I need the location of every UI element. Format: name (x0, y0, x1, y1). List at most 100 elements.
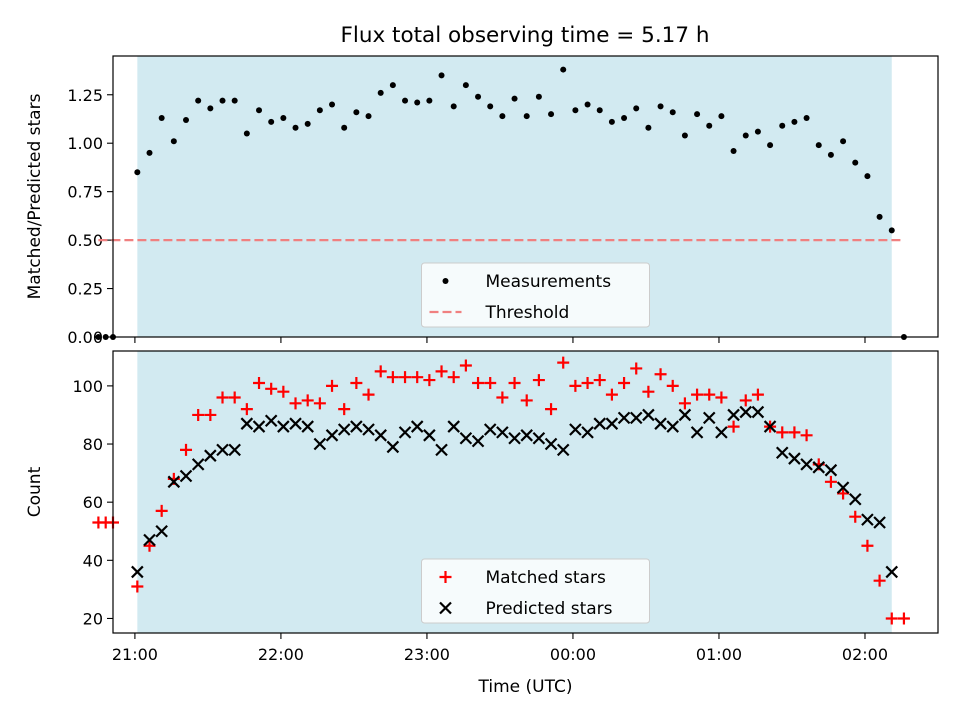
legend-label: Predicted stars (486, 599, 613, 619)
data-point (876, 213, 883, 220)
data-point (438, 72, 445, 79)
data-point (338, 403, 351, 416)
data-point (435, 443, 448, 457)
data-point (264, 414, 278, 428)
data-point (840, 138, 847, 145)
x-tick-label: 02:00 (842, 645, 888, 664)
data-point (618, 376, 631, 389)
data-point (681, 132, 688, 139)
data-point (304, 120, 311, 127)
data-point (374, 365, 387, 378)
bottom-panel: 20 40 60 80 100 21:00 22:00 23:00 00:00 01:00 02:0… (25, 350, 939, 697)
axes-frame (112, 350, 939, 634)
chart-title: Flux total observing time = 5.17 h (341, 23, 710, 48)
data-point (301, 394, 314, 407)
data-point (556, 443, 570, 457)
data-point (718, 113, 725, 120)
data-point (630, 362, 643, 375)
data-point (812, 461, 826, 474)
data-point (596, 107, 603, 114)
data-point (389, 82, 396, 89)
y-tick-label: 40 (83, 551, 103, 570)
data-point (204, 408, 217, 421)
data-point (560, 66, 567, 73)
legend-label: Threshold (485, 303, 570, 323)
data-point (642, 408, 655, 422)
data-point (399, 371, 412, 384)
data-point (240, 417, 254, 430)
data-point (377, 89, 384, 96)
data-point (767, 142, 774, 149)
legend-swatch (442, 278, 449, 284)
data-point (690, 426, 704, 439)
data-point (326, 379, 339, 392)
series-predicted-stars (131, 405, 899, 579)
data-point (605, 417, 619, 430)
data-point (435, 365, 448, 378)
data-point (897, 612, 910, 625)
data-point (207, 105, 214, 112)
y-tick-label: 60 (83, 493, 103, 512)
data-point (824, 475, 837, 488)
data-point (423, 374, 436, 387)
data-point (155, 504, 168, 517)
data-point (754, 128, 761, 135)
data-point (678, 397, 691, 410)
data-point (703, 388, 716, 401)
data-point (256, 107, 263, 114)
data-point (751, 405, 765, 419)
data-point (837, 487, 850, 500)
data-point (365, 113, 372, 120)
data-point (341, 124, 348, 131)
data-point (873, 516, 886, 529)
data-point (544, 437, 558, 451)
axes-frame (112, 55, 939, 338)
data-point (253, 376, 266, 389)
data-point (231, 97, 238, 104)
data-point (313, 437, 327, 451)
data-point (362, 388, 375, 401)
y-tick-label: 0.50 (67, 231, 103, 250)
data-point (545, 403, 558, 416)
y-tick-label: 0.25 (67, 280, 103, 299)
data-point (508, 376, 521, 389)
data-point (803, 115, 810, 122)
data-point (569, 379, 582, 392)
data-point (289, 397, 302, 410)
data-point (252, 420, 266, 433)
series-measurements (95, 66, 907, 340)
data-point (277, 385, 290, 398)
data-point (730, 147, 737, 154)
y-tick-label: 1.00 (67, 134, 103, 153)
data-point (411, 371, 424, 384)
data-point (143, 533, 156, 547)
data-point (691, 388, 704, 401)
data-point (228, 391, 241, 404)
data-point (800, 429, 813, 442)
data-point (183, 116, 190, 123)
x-axis-label: Time (UTC) (478, 677, 573, 697)
data-point (776, 426, 789, 439)
data-point (605, 388, 618, 401)
data-point (885, 565, 899, 579)
data-point (167, 475, 181, 489)
data-point (362, 423, 375, 436)
data-point (277, 420, 290, 433)
legend-label: Matched stars (486, 568, 606, 588)
data-point (861, 539, 874, 552)
data-point (219, 97, 226, 104)
data-point (143, 539, 156, 552)
data-point (316, 107, 323, 114)
data-point (800, 458, 813, 471)
data-point (629, 411, 643, 425)
data-point (727, 420, 740, 433)
data-point (669, 109, 676, 116)
legend-box (421, 262, 650, 328)
data-point (633, 105, 640, 112)
y-tick-label: 0.00 (67, 328, 103, 347)
data-point (645, 124, 652, 131)
data-point (228, 443, 241, 457)
data-point (426, 97, 433, 104)
data-point (548, 111, 555, 118)
data-point (791, 118, 798, 125)
